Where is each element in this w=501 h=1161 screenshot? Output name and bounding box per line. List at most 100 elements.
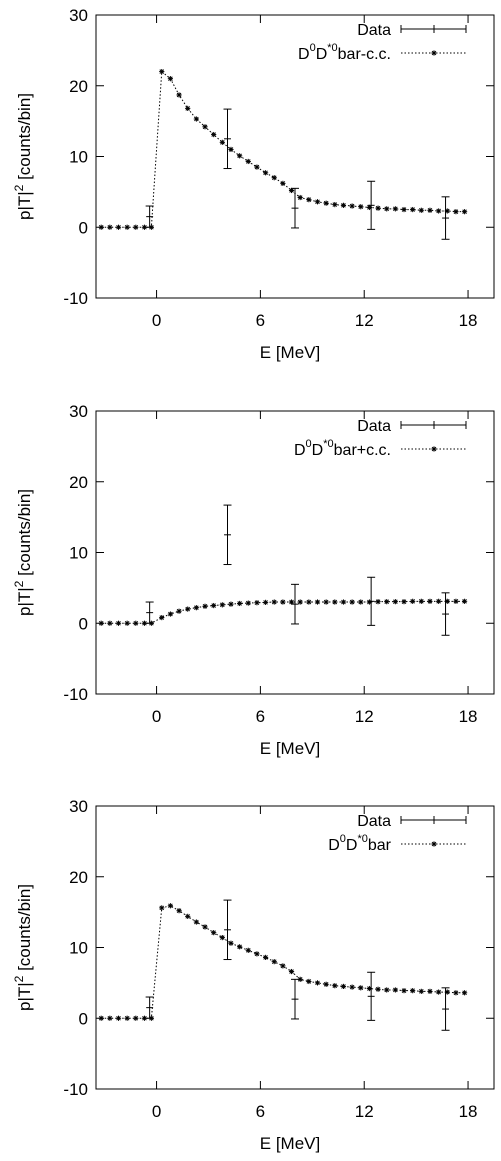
- model-point: [262, 170, 269, 176]
- model-point: [193, 116, 199, 122]
- model-point: [176, 92, 182, 98]
- x-axis-title: E [MeV]: [260, 1134, 320, 1153]
- legend-text-part: bar+c.c.: [334, 442, 391, 459]
- model-point: [461, 990, 468, 996]
- model-point: [115, 620, 122, 626]
- model-point: [185, 606, 191, 612]
- model-point: [167, 76, 174, 82]
- data-point: [367, 576, 376, 626]
- model-point: [115, 1015, 122, 1021]
- model-point: [401, 206, 407, 213]
- y-tick-label: 30: [69, 797, 88, 816]
- model-point: [245, 600, 251, 606]
- model-point: [254, 600, 260, 606]
- y-axis-title: p|T|2 [counts/bin]: [12, 93, 34, 220]
- model-point: [418, 988, 424, 994]
- model-point: [392, 599, 398, 605]
- legend-sample-model: [401, 50, 466, 56]
- legend-text-part: bar-c.c.: [338, 46, 391, 63]
- model-point: [245, 947, 251, 953]
- y-axis-title-sup: 2: [12, 975, 26, 982]
- model-point: [202, 124, 208, 130]
- x-tick-label: 18: [459, 707, 478, 726]
- y-tick-label: -10: [63, 1080, 88, 1099]
- model-point: [98, 224, 104, 230]
- x-axis-title: E [MeV]: [260, 343, 320, 362]
- model-point: [228, 940, 234, 946]
- model-point: [107, 1015, 113, 1021]
- model-point: [453, 598, 459, 604]
- data-point: [291, 583, 299, 625]
- data-point: [291, 978, 299, 1020]
- legend-text-sup: 0: [340, 833, 346, 845]
- y-axis-title-unit: [counts/bin]: [15, 489, 34, 581]
- y-tick-label: 10: [69, 544, 88, 563]
- model-point: [418, 207, 424, 213]
- model-point: [323, 981, 329, 987]
- model-point: [193, 605, 199, 611]
- model-point: [401, 599, 407, 605]
- y-tick-label: 30: [69, 402, 88, 421]
- legend-sample-data: [400, 816, 467, 824]
- plot-frame: [95, 14, 495, 299]
- y-axis-title: p|T|2 [counts/bin]: [12, 884, 34, 1011]
- model-point: [133, 620, 139, 626]
- model-point: [262, 954, 269, 961]
- model-point: [288, 599, 295, 605]
- model-point: [98, 1015, 104, 1021]
- model-point: [375, 986, 381, 992]
- legend-star-marker: [431, 446, 437, 452]
- legend-label-data: Data: [357, 418, 391, 435]
- model-point: [167, 903, 174, 909]
- data-point: [145, 205, 154, 228]
- model-point: [228, 146, 234, 153]
- model-point: [237, 153, 243, 159]
- model-point: [211, 131, 217, 138]
- model-point: [159, 614, 165, 621]
- y-tick-label: -10: [63, 289, 88, 308]
- model-point: [384, 987, 390, 993]
- model-point: [323, 200, 329, 206]
- legend-star-marker: [431, 841, 437, 847]
- model-point: [453, 990, 459, 996]
- model-point: [410, 598, 416, 604]
- model-point: [159, 905, 165, 911]
- model-point: [124, 1015, 130, 1021]
- model-point: [211, 602, 217, 609]
- x-tick-label: 12: [355, 707, 374, 726]
- model-point: [349, 599, 355, 605]
- model-point: [297, 194, 303, 201]
- data-point: [367, 180, 376, 230]
- y-axis-title-sup: 2: [12, 184, 26, 191]
- model-point: [245, 158, 251, 165]
- legend-label-model: D0D*0bar+c.c.: [294, 438, 391, 459]
- data-point: [441, 987, 450, 1031]
- model-point: [262, 599, 269, 605]
- model-point: [271, 959, 277, 965]
- model-point: [237, 944, 243, 950]
- x-tick-label: 6: [256, 707, 265, 726]
- y-tick-label: 0: [79, 614, 88, 633]
- data-point: [223, 108, 232, 170]
- model-point: [436, 208, 442, 214]
- model-point: [314, 199, 321, 205]
- model-point: [375, 205, 381, 211]
- model-point: [176, 908, 182, 914]
- x-tick-label: 12: [355, 311, 374, 330]
- model-point: [219, 602, 225, 608]
- legend-text-part: D: [346, 837, 358, 854]
- model-point: [461, 209, 468, 215]
- model-point: [202, 924, 208, 930]
- y-tick-label: 20: [69, 77, 88, 96]
- y-axis-title: p|T|2 [counts/bin]: [12, 489, 34, 616]
- model-point: [280, 963, 286, 969]
- legend-text-part: Data: [357, 418, 391, 435]
- model-point: [254, 164, 260, 170]
- legend-label-model: D0D*0bar-c.c.: [298, 42, 391, 63]
- x-axis-title: E [MeV]: [260, 739, 320, 758]
- model-point: [332, 983, 338, 989]
- model-point: [349, 984, 355, 990]
- model-point: [219, 934, 225, 941]
- model-point: [427, 988, 433, 994]
